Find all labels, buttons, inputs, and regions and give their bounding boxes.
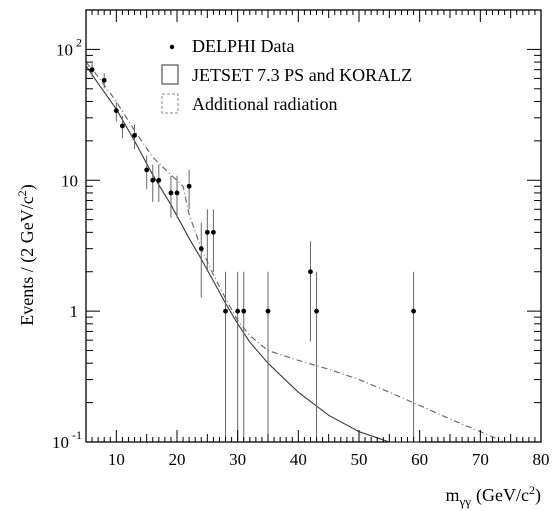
x-tick-label: 40 xyxy=(290,450,307,469)
data-point xyxy=(150,177,156,183)
legend: DELPHI Data JETSET 7.3 PS and KORALZ Addit… xyxy=(161,36,412,114)
jetset-curve xyxy=(85,65,420,443)
x-tick-label: 30 xyxy=(229,450,246,469)
data-point xyxy=(235,308,241,314)
legend-label: JETSET 7.3 PS and KORALZ xyxy=(192,65,412,85)
data-point xyxy=(223,308,228,314)
y-tick-label: 10 2 xyxy=(56,35,82,59)
x-axis-label: mγγ (GeV/c2) xyxy=(446,483,542,509)
data-point xyxy=(211,229,216,235)
data-point xyxy=(411,308,416,314)
additional-radiation-curve xyxy=(85,61,505,443)
plot-area-border xyxy=(85,9,542,443)
data-point xyxy=(308,269,313,275)
x-tick-label: 50 xyxy=(351,450,368,469)
legend-label: DELPHI Data xyxy=(192,36,294,56)
data-point xyxy=(186,183,192,189)
x-axis-label-main: m xyxy=(446,485,460,505)
curve-layer xyxy=(85,61,505,443)
x-tick-label: 70 xyxy=(472,450,489,469)
data-point xyxy=(113,108,119,114)
data-point xyxy=(120,123,125,129)
data-point xyxy=(144,167,150,173)
data-point xyxy=(174,190,180,196)
legend-marker-solid-box xyxy=(161,64,179,85)
x-tick-label: 10 xyxy=(108,450,125,469)
legend-marker-dashed-box xyxy=(161,93,179,114)
data-point xyxy=(101,77,107,83)
data-point xyxy=(204,229,210,235)
data-point xyxy=(156,177,162,183)
data-point-layer xyxy=(89,63,416,442)
data-point xyxy=(314,308,319,314)
y-tick-label: 1 xyxy=(70,302,79,321)
y-axis-label-close: ) xyxy=(17,184,38,190)
x-tick-label: 20 xyxy=(169,450,186,469)
x-tick-label: 80 xyxy=(533,450,550,469)
y-tick-label: 10 -1 xyxy=(52,428,82,452)
y-axis-label: Events / (2 GeV/c2) xyxy=(15,184,38,325)
data-point xyxy=(132,133,137,138)
x-axis: 10 20 30 40 50 60 70 80 xyxy=(85,10,550,469)
data-point xyxy=(168,190,174,196)
y-tick-label-base: 10 xyxy=(52,433,69,452)
y-tick-label: 10 xyxy=(61,171,78,190)
x-axis-label-close: ) xyxy=(535,485,541,506)
x-axis-label-sup: 2 xyxy=(529,483,535,497)
y-axis-label-main: Events / (2 GeV/c xyxy=(17,196,38,325)
y-tick-label-exponent: 2 xyxy=(76,35,82,49)
y-tick-label-base: 10 xyxy=(61,171,78,190)
x-tick-label: 60 xyxy=(411,450,428,469)
plot-frame xyxy=(85,9,542,443)
data-point xyxy=(241,308,247,314)
legend-marker-dot xyxy=(169,44,175,50)
x-axis-label-sub: γγ xyxy=(459,494,472,509)
legend-label: Additional radiation xyxy=(192,94,337,114)
y-tick-label-exponent: -1 xyxy=(72,428,82,442)
y-tick-label-base: 10 xyxy=(56,40,73,59)
y-tick-label-base: 1 xyxy=(70,302,79,321)
y-axis-label-sup: 2 xyxy=(15,190,29,196)
data-point xyxy=(198,246,204,252)
data-point xyxy=(265,308,271,314)
x-axis-label-units: (GeV/c xyxy=(476,485,529,506)
